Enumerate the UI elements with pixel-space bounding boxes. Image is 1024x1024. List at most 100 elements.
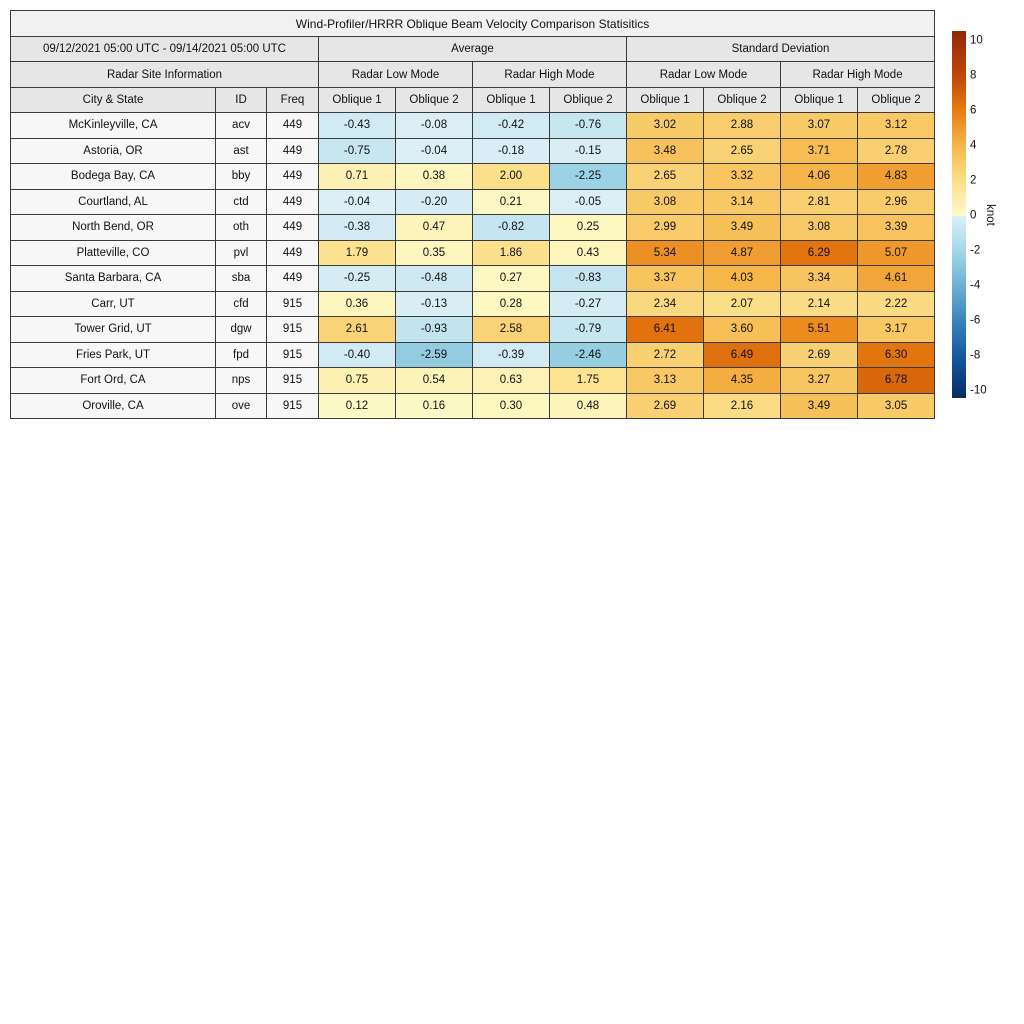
value-cell: 0.21: [472, 188, 550, 215]
value-cell: 3.17: [856, 316, 936, 343]
title-row: Wind-Profiler/HRRR Oblique Beam Velocity…: [9, 10, 936, 37]
colorbar-tick-label: -6: [970, 314, 981, 327]
value-cell: -0.05: [549, 188, 627, 215]
table-row: Tower Grid, UT dgw 915 2.61 -0.93 2.58 -0.79 6.…: [10, 316, 936, 343]
city-cell: Platteville, CO: [10, 239, 216, 266]
table-row: Fort Ord, CA nps 915 0.75 0.54 0.63 1.75 3.13 4.…: [10, 367, 936, 394]
freq-cell: 449: [266, 137, 319, 164]
value-cell: -2.25: [549, 163, 627, 190]
city-cell: Fries Park, UT: [10, 341, 216, 368]
value-cell: -2.59: [395, 341, 473, 368]
freq-cell: 449: [266, 239, 319, 266]
site-id-cell: cfd: [215, 290, 267, 317]
site-id-cell: ctd: [215, 188, 267, 215]
value-cell: 2.00: [472, 163, 550, 190]
freq-cell: 449: [266, 265, 319, 292]
value-cell: 0.75: [318, 367, 396, 394]
value-cell: -0.08: [395, 112, 473, 139]
value-cell: 2.65: [703, 137, 781, 164]
column-header-oblique: Oblique 1: [626, 87, 704, 113]
value-cell: -0.18: [472, 137, 550, 164]
value-cell: 0.71: [318, 163, 396, 190]
city-cell: Tower Grid, UT: [10, 316, 216, 343]
table-row: Platteville, CO pvl 449 1.79 0.35 1.86 0.43 5.3…: [10, 239, 936, 266]
value-cell: 2.34: [626, 290, 704, 317]
value-cell: -0.20: [395, 188, 473, 215]
value-cell: -0.13: [395, 290, 473, 317]
value-cell: 0.35: [395, 239, 473, 266]
site-id-cell: dgw: [215, 316, 267, 343]
mode-header: Radar Low Mode: [626, 61, 781, 88]
mode-header-row: Radar Site Information Radar Low Mode Rad…: [10, 61, 936, 88]
figure-title: Wind-Profiler/HRRR Oblique Beam Velocity…: [9, 10, 936, 37]
value-cell: 3.34: [780, 265, 858, 292]
value-cell: 4.83: [856, 163, 936, 190]
value-cell: -0.79: [549, 316, 627, 343]
site-id-cell: bby: [215, 163, 267, 190]
value-cell: 2.72: [626, 341, 704, 368]
value-cell: -0.38: [318, 214, 396, 241]
value-cell: 0.63: [472, 367, 550, 394]
value-cell: 0.38: [395, 163, 473, 190]
statistics-table: Wind-Profiler/HRRR Oblique Beam Velocity…: [9, 10, 936, 419]
freq-cell: 449: [266, 163, 319, 190]
column-header-oblique: Oblique 2: [856, 87, 936, 113]
city-cell: Bodega Bay, CA: [10, 163, 216, 190]
city-cell: Courtland, AL: [10, 188, 216, 215]
value-cell: 2.65: [626, 163, 704, 190]
freq-cell: 915: [266, 290, 319, 317]
value-cell: 3.07: [780, 112, 858, 139]
colorbar-tick-label: 6: [970, 104, 977, 117]
value-cell: 3.27: [780, 367, 858, 394]
column-header-city-state: City & State: [10, 87, 216, 113]
value-cell: -0.93: [395, 316, 473, 343]
group-header-average: Average: [318, 36, 627, 62]
city-cell: Oroville, CA: [10, 392, 216, 419]
colorbar-tick-label: 2: [970, 174, 977, 187]
city-cell: McKinleyville, CA: [10, 112, 216, 139]
freq-cell: 449: [266, 188, 319, 215]
value-cell: 3.49: [703, 214, 781, 241]
city-cell: Santa Barbara, CA: [10, 265, 216, 292]
date-range: 09/12/2021 05:00 UTC - 09/14/2021 05:00 …: [10, 36, 319, 62]
site-id-cell: sba: [215, 265, 267, 292]
city-cell: Fort Ord, CA: [10, 367, 216, 394]
value-cell: 2.78: [856, 137, 936, 164]
value-cell: 2.16: [703, 392, 781, 419]
value-cell: 2.58: [472, 316, 550, 343]
mode-header: Radar High Mode: [779, 61, 936, 88]
colorbar-unit-label: knot: [984, 204, 996, 226]
value-cell: 3.14: [703, 188, 781, 215]
city-cell: Carr, UT: [10, 290, 216, 317]
colorbar-tick-label: -10: [970, 384, 987, 397]
table-row: North Bend, OR oth 449 -0.38 0.47 -0.82 0.25 2.…: [10, 214, 936, 241]
column-header-oblique: Oblique 1: [318, 87, 396, 113]
table-row: Oroville, CA ove 915 0.12 0.16 0.30 0.48 2.69 2.…: [10, 392, 936, 419]
colorbar-tick-label: 4: [970, 139, 977, 152]
value-cell: 5.34: [626, 239, 704, 266]
value-cell: 2.81: [780, 188, 858, 215]
city-cell: Astoria, OR: [10, 137, 216, 164]
value-cell: 3.32: [703, 163, 781, 190]
freq-cell: 915: [266, 341, 319, 368]
value-cell: 0.47: [395, 214, 473, 241]
value-cell: -0.75: [318, 137, 396, 164]
value-cell: 4.35: [703, 367, 781, 394]
value-cell: 1.79: [318, 239, 396, 266]
site-info-header: Radar Site Information: [10, 61, 319, 88]
table-row: McKinleyville, CA acv 449 -0.43 -0.08 -0.42 -0…: [10, 112, 936, 139]
table-row: Courtland, AL ctd 449 -0.04 -0.20 0.21 -0.05 3.…: [10, 188, 936, 215]
value-cell: 2.07: [703, 290, 781, 317]
value-cell: 6.29: [780, 239, 858, 266]
site-id-cell: nps: [215, 367, 267, 394]
value-cell: -0.04: [318, 188, 396, 215]
value-cell: -0.43: [318, 112, 396, 139]
column-header-freq: Freq: [266, 87, 319, 113]
value-cell: 0.28: [472, 290, 550, 317]
value-cell: -0.27: [549, 290, 627, 317]
value-cell: 3.60: [703, 316, 781, 343]
mode-header: Radar Low Mode: [318, 61, 473, 88]
value-cell: 3.05: [856, 392, 936, 419]
colorbar-tick-label: -8: [970, 349, 981, 362]
